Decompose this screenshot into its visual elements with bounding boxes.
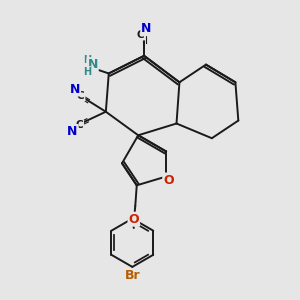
Text: N: N [68, 125, 78, 138]
Text: N: N [70, 82, 80, 95]
Text: C: C [137, 30, 144, 40]
Text: N: N [141, 22, 152, 35]
Text: O: O [128, 213, 139, 226]
Text: C: C [77, 91, 85, 100]
Text: Br: Br [124, 269, 140, 282]
Text: C: C [76, 120, 83, 130]
Text: O: O [163, 173, 174, 187]
Text: H: H [82, 55, 91, 65]
Text: H: H [82, 67, 91, 77]
Text: N: N [87, 58, 98, 71]
